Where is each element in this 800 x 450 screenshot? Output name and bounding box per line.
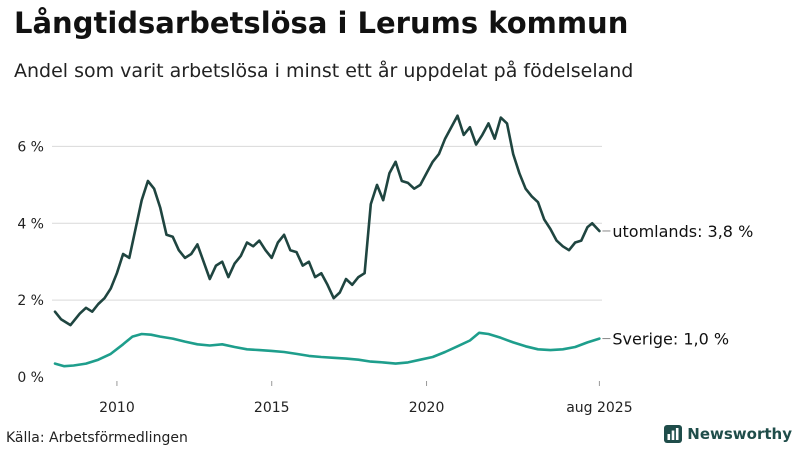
series-line-sverige <box>53 331 601 368</box>
brand-name: Newsworthy <box>687 425 792 443</box>
y-tick-label: 4 % <box>17 216 44 232</box>
y-tick-label: 6 % <box>17 139 44 155</box>
line-chart: 0 % 2 % 4 % 6 % 2010 2015 2020 aug 2025 utomland… <box>17 114 753 416</box>
end-label-sverige: Sverige: 1,0 % <box>612 330 729 349</box>
source-note: Källa: Arbetsförmedlingen <box>6 430 188 446</box>
series-lines <box>53 114 601 368</box>
end-label-utomlands: utomlands: 3,8 % <box>612 222 753 241</box>
bar-chart-logo-icon <box>664 425 683 443</box>
gridlines <box>52 145 602 386</box>
x-tick-label: 2020 <box>409 400 445 416</box>
chart-title: Långtidsarbetslösa i Lerums kommun <box>14 6 629 40</box>
y-tick-label: 2 % <box>17 293 44 309</box>
y-tick-label: 0 % <box>17 370 44 386</box>
series-line-utomlands <box>53 114 601 327</box>
x-tick-label: 2015 <box>254 400 290 416</box>
axis-labels: 0 % 2 % 4 % 6 % 2010 2015 2020 aug 2025 utomland… <box>17 139 753 416</box>
brand-logo: Newsworthy <box>664 425 792 443</box>
x-tick-label: 2010 <box>99 400 135 416</box>
x-tick-label: aug 2025 <box>566 400 632 416</box>
chart-subtitle: Andel som varit arbetslösa i minst ett å… <box>14 60 634 82</box>
